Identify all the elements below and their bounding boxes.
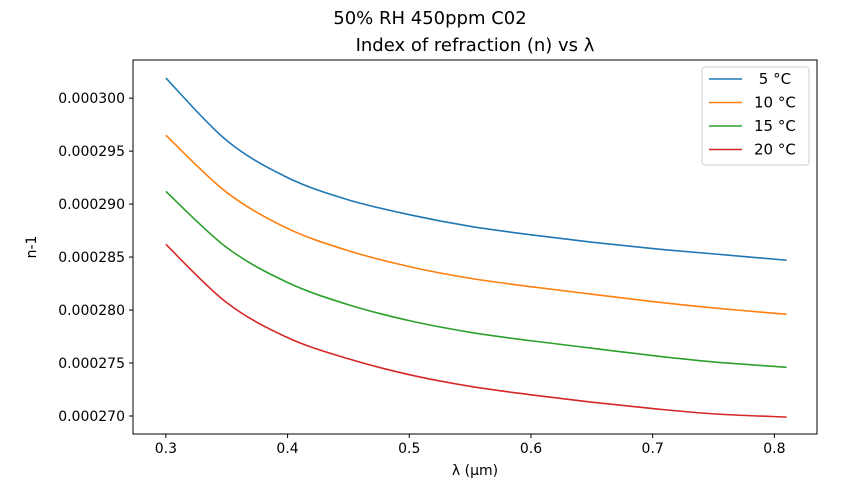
x-tick-label: 0.6	[520, 441, 542, 457]
series-line-0	[165, 77, 787, 262]
legend-label-0: 5 °C	[754, 70, 791, 88]
legend-label-1: 10 °C	[754, 94, 796, 112]
y-tick-label: 0.000285	[58, 250, 125, 266]
x-axis-label: λ (μm)	[452, 463, 498, 479]
chart-subtitle: Index of refraction (n) vs λ	[356, 35, 595, 56]
x-tick-label: 0.5	[398, 441, 420, 457]
x-tick-label: 0.8	[763, 441, 785, 457]
x-tick-label: 0.3	[155, 441, 177, 457]
x-axis-ticks: 0.3 0.4 0.5 0.6 0.7 0.8	[155, 434, 786, 457]
y-tick-label: 0.000300	[58, 91, 125, 107]
plot-area	[132, 59, 818, 435]
y-axis-ticks: 0.000270 0.000275 0.000280 0.000285 0.000290…	[58, 91, 133, 425]
x-tick-label: 0.4	[276, 441, 298, 457]
series-line-2	[165, 190, 787, 369]
y-tick-label: 0.000275	[58, 356, 125, 372]
series-lines	[165, 77, 787, 418]
y-tick-label: 0.000290	[58, 197, 125, 213]
y-tick-label: 0.000280	[58, 303, 125, 319]
y-tick-label: 0.000270	[58, 409, 125, 425]
series-line-1	[165, 134, 787, 316]
x-tick-label: 0.7	[642, 441, 664, 457]
legend-frame	[701, 66, 810, 166]
y-tick-label: 0.000295	[58, 144, 125, 160]
legend-label-2: 15 °C	[754, 117, 796, 135]
legend-label-3: 20 °C	[754, 141, 796, 159]
y-axis-label: n-1	[24, 236, 40, 259]
legend: 5 °C 10 °C 15 °C 20 °C	[701, 66, 810, 166]
series-line-3	[165, 243, 787, 418]
chart-title: 50% RH 450ppm C02	[333, 8, 526, 29]
